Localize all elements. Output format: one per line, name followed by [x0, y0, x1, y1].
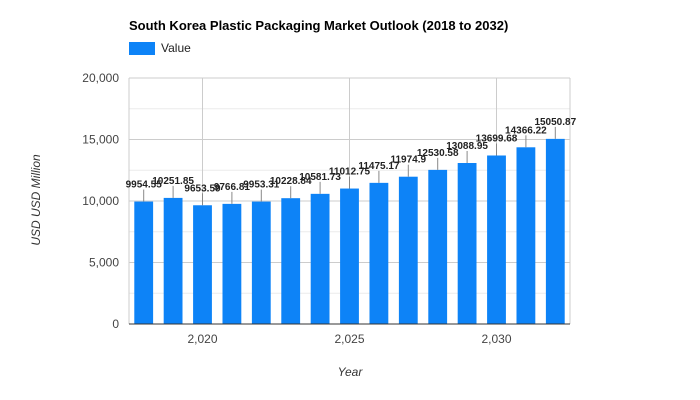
bar[interactable]	[457, 163, 477, 324]
bar[interactable]	[487, 155, 506, 324]
data-label: 10228.84	[270, 176, 312, 187]
bar[interactable]	[251, 201, 271, 324]
data-label: 9954.55	[126, 180, 163, 191]
bar[interactable]	[398, 176, 418, 324]
y-tick-label: 10,000	[82, 194, 119, 208]
y-axis-title: USD USD Million	[29, 154, 43, 246]
data-label: 9653.59	[184, 183, 221, 194]
data-label: 10251.85	[152, 176, 194, 187]
data-label: 13699.68	[476, 133, 518, 144]
y-tick-label: 20,000	[82, 71, 119, 85]
y-tick-label: 0	[112, 317, 119, 331]
bars-layer	[134, 138, 565, 324]
labels-layer: 0 5,000 10,000 15,000 20,000 2,020 2,025 2,030 9…	[82, 71, 576, 346]
bar[interactable]	[281, 198, 301, 324]
data-label: 13088.95	[446, 141, 488, 152]
bar[interactable]	[310, 193, 330, 324]
bar[interactable]	[222, 203, 242, 324]
bar[interactable]	[163, 197, 183, 324]
chart-title: South Korea Plastic Packaging Market Out…	[129, 18, 509, 33]
x-tick-label: 2,025	[334, 332, 364, 346]
axes-layer	[128, 77, 571, 325]
bar[interactable]	[193, 205, 212, 324]
data-label: 11475.17	[358, 161, 400, 172]
y-tick-label: 15,000	[82, 133, 119, 147]
legend[interactable]: Value	[129, 40, 191, 56]
bar[interactable]	[545, 138, 565, 324]
data-label: 15050.87	[534, 117, 576, 128]
bar[interactable]	[134, 201, 154, 324]
data-label: 14366.22	[505, 125, 547, 136]
data-label: 12530.58	[417, 148, 459, 159]
legend-swatch	[129, 41, 155, 55]
x-axis-title: Year	[338, 365, 364, 379]
data-label: 11012.75	[329, 167, 371, 178]
data-label: 10581.73	[299, 172, 341, 183]
y-tick-label: 5,000	[89, 256, 119, 270]
legend-label: Value	[161, 41, 191, 55]
data-label: 9953.31	[243, 180, 280, 191]
x-tick-label: 2,030	[481, 332, 511, 346]
x-tick-label: 2,020	[187, 332, 217, 346]
bar[interactable]	[340, 188, 359, 324]
bar[interactable]	[516, 147, 536, 324]
data-label: 11974.9	[390, 155, 426, 166]
data-label: 9766.81	[214, 182, 251, 193]
bar[interactable]	[369, 182, 389, 324]
bar[interactable]	[428, 169, 448, 324]
